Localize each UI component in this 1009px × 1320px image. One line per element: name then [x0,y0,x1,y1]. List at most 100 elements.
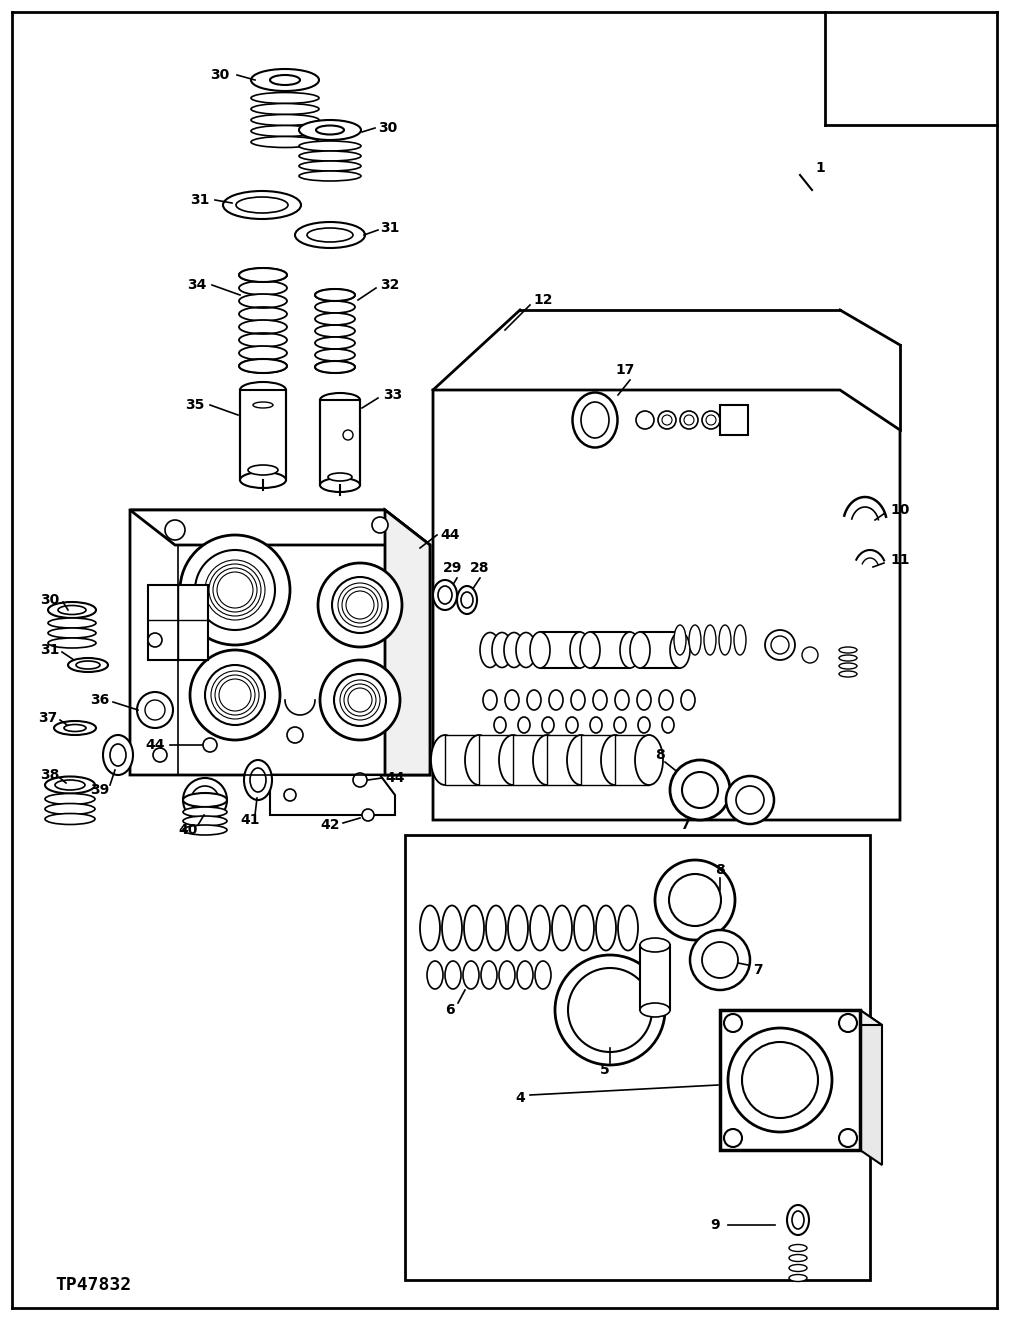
Ellipse shape [533,735,561,785]
Ellipse shape [315,289,355,301]
Ellipse shape [593,690,607,710]
Circle shape [655,861,735,940]
Text: 8: 8 [655,748,665,762]
Ellipse shape [307,228,353,242]
Circle shape [213,568,257,612]
Ellipse shape [251,136,319,148]
Ellipse shape [55,780,85,789]
Ellipse shape [494,717,506,733]
Ellipse shape [433,579,457,610]
Ellipse shape [251,103,319,115]
Polygon shape [130,510,430,545]
Ellipse shape [240,381,286,399]
Ellipse shape [734,624,746,655]
Ellipse shape [530,906,550,950]
Circle shape [217,572,253,609]
Ellipse shape [315,360,355,374]
Circle shape [802,647,818,663]
Ellipse shape [640,1003,670,1016]
Bar [615,735,649,785]
Ellipse shape [315,313,355,325]
Ellipse shape [601,735,629,785]
Circle shape [348,688,372,711]
Ellipse shape [581,744,595,755]
Ellipse shape [590,717,602,733]
Text: 41: 41 [240,813,259,828]
Ellipse shape [45,804,95,814]
Ellipse shape [239,268,287,282]
Circle shape [839,1129,857,1147]
Polygon shape [720,1010,882,1026]
Circle shape [343,430,353,440]
Text: 30: 30 [210,69,230,82]
Text: 11: 11 [890,553,910,568]
Ellipse shape [251,92,319,103]
Ellipse shape [465,735,493,785]
Ellipse shape [480,632,500,668]
Circle shape [765,630,795,660]
Ellipse shape [670,632,690,668]
Circle shape [209,564,261,616]
Circle shape [724,411,742,429]
Text: TP47832: TP47832 [55,1276,131,1294]
Text: 6: 6 [445,1003,455,1016]
Ellipse shape [239,294,287,308]
Ellipse shape [251,115,319,125]
Ellipse shape [315,360,355,374]
Ellipse shape [492,632,512,668]
Ellipse shape [792,1210,804,1229]
Ellipse shape [516,632,536,668]
Circle shape [320,660,400,741]
Text: 12: 12 [533,293,553,308]
Circle shape [724,1014,742,1032]
Circle shape [724,1129,742,1147]
Text: 44: 44 [385,771,405,785]
Circle shape [203,738,217,752]
Ellipse shape [719,624,731,655]
Text: 31: 31 [380,220,400,235]
Ellipse shape [789,1265,807,1271]
Text: 28: 28 [470,561,489,576]
Text: 37: 37 [38,711,58,725]
Polygon shape [130,510,430,775]
Ellipse shape [789,1254,807,1262]
Ellipse shape [530,632,550,668]
Bar [540,632,580,668]
Text: 5: 5 [600,1063,609,1077]
Ellipse shape [542,717,554,733]
Ellipse shape [328,473,352,480]
Text: 38: 38 [40,768,60,781]
Polygon shape [860,1010,882,1166]
Ellipse shape [535,961,551,989]
Ellipse shape [638,717,650,733]
Ellipse shape [555,744,569,755]
Ellipse shape [570,632,590,668]
Ellipse shape [442,906,462,950]
Circle shape [662,414,672,425]
Ellipse shape [508,906,528,950]
Circle shape [771,636,789,653]
Circle shape [205,560,265,620]
Ellipse shape [659,690,673,710]
Ellipse shape [662,717,674,733]
Circle shape [219,678,251,711]
Ellipse shape [463,961,479,989]
Ellipse shape [183,825,227,836]
Ellipse shape [45,813,95,825]
Ellipse shape [244,760,272,800]
Circle shape [669,874,721,927]
Ellipse shape [517,961,533,989]
Ellipse shape [236,197,288,213]
Ellipse shape [552,906,572,950]
Ellipse shape [48,618,96,628]
Ellipse shape [316,125,344,135]
Circle shape [690,931,750,990]
Ellipse shape [787,1205,809,1236]
Bar [148,585,208,660]
Ellipse shape [103,735,133,775]
Ellipse shape [239,359,287,374]
Ellipse shape [239,346,287,360]
Text: 7: 7 [753,964,763,977]
Ellipse shape [566,717,578,733]
Ellipse shape [503,744,517,755]
